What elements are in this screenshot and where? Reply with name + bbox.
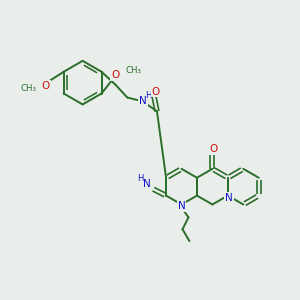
- Text: O: O: [209, 144, 217, 154]
- Text: O: O: [152, 86, 160, 97]
- Text: H: H: [137, 174, 143, 183]
- Text: N: N: [178, 202, 185, 212]
- Text: N: N: [139, 97, 147, 106]
- Text: N: N: [225, 193, 233, 202]
- Text: CH₃: CH₃: [125, 66, 141, 75]
- Text: O: O: [111, 70, 119, 80]
- Text: CH₃: CH₃: [20, 84, 36, 93]
- Text: N: N: [143, 179, 151, 189]
- Text: O: O: [42, 81, 50, 91]
- Text: H: H: [145, 91, 151, 100]
